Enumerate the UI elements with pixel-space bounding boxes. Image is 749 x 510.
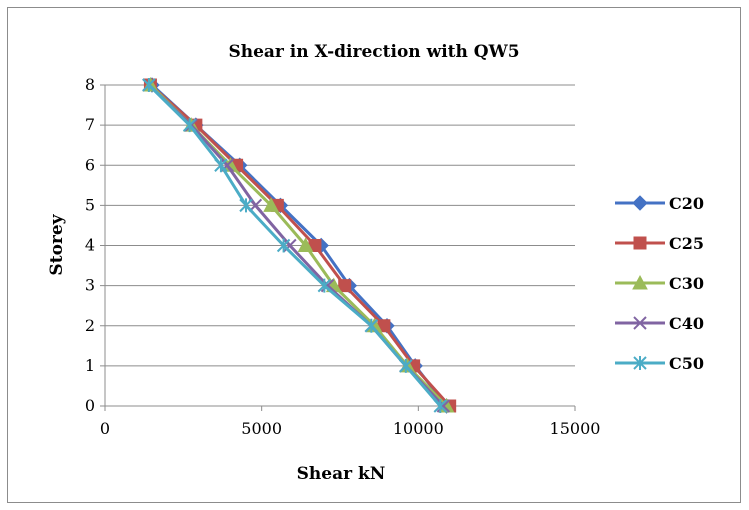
legend-marker-c25	[633, 236, 647, 250]
chart-title: Shear in X-direction with QW5	[228, 42, 519, 62]
chart-frame	[7, 7, 741, 503]
legend-marker-c50	[633, 356, 647, 370]
data-point-c50	[317, 278, 332, 293]
y-tick-label: 6	[85, 155, 95, 174]
legend-marker-c20	[632, 195, 648, 211]
data-point-c30	[263, 197, 279, 212]
legend-label-c30: C30	[669, 274, 704, 293]
y-tick-label: 7	[85, 115, 95, 134]
data-point-c50	[276, 238, 291, 253]
data-point-c50	[142, 78, 156, 92]
x-tick-label: 10000	[393, 419, 444, 438]
data-point-c50	[239, 198, 253, 213]
legend-label-c20: C20	[669, 194, 704, 213]
data-point-c50	[182, 118, 197, 133]
data-point-c50	[364, 318, 379, 333]
y-tick-label: 2	[85, 316, 95, 335]
x-tick-label: 0	[100, 419, 110, 438]
plot-area: 0 1 2 3 4 5 6 7 8 0 5000 10000 15000	[85, 75, 601, 438]
legend-item-c40: C40	[615, 314, 704, 333]
legend: C20 C25 C30 C40 C50	[615, 194, 704, 373]
y-tick-label: 1	[85, 356, 95, 375]
legend-item-c50: C50	[615, 354, 704, 373]
data-point-c25	[338, 279, 352, 293]
data-point-c50	[214, 158, 228, 173]
legend-item-c25: C25	[615, 234, 704, 253]
y-tick-label: 3	[85, 276, 95, 295]
legend-label-c40: C40	[669, 314, 704, 333]
data-point-c50	[399, 358, 413, 373]
legend-label-c50: C50	[669, 354, 704, 373]
y-tick-label: 0	[85, 396, 95, 415]
x-tick-label: 15000	[550, 419, 601, 438]
y-tick-label: 4	[85, 236, 95, 255]
y-tick-label: 5	[85, 195, 95, 214]
data-point-c30	[297, 237, 314, 252]
data-point-c50	[433, 399, 447, 413]
y-axis-label: Storey	[47, 213, 67, 275]
legend-marker-c30	[632, 274, 648, 290]
legend-label-c25: C25	[669, 234, 704, 253]
legend-marker-c40	[633, 316, 647, 330]
marker-stroke	[633, 316, 647, 330]
x-tick-label: 5000	[241, 419, 282, 438]
legend-item-c20: C20	[615, 194, 704, 213]
x-axis-label: Shear kN	[297, 464, 386, 484]
y-tick-label: 8	[85, 75, 95, 94]
legend-item-c30: C30	[615, 274, 704, 293]
series-c50	[142, 78, 447, 413]
